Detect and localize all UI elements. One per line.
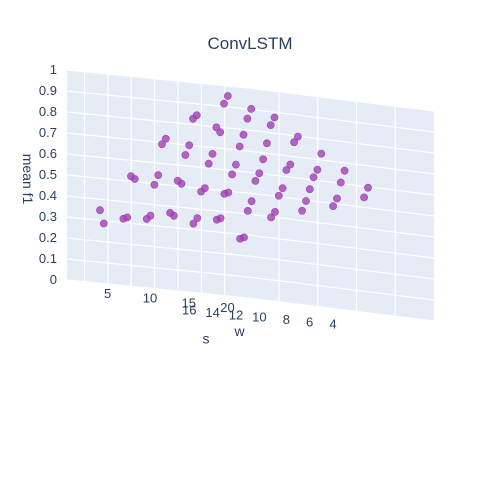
data-point [267, 213, 275, 222]
data-point [240, 233, 248, 242]
data-point [235, 142, 244, 151]
data-point [161, 134, 170, 143]
y-axis-title: w [233, 323, 245, 339]
data-point [239, 130, 248, 139]
z-tick-label: 0.7 [39, 125, 57, 140]
z-tick-label: 0 [50, 272, 57, 287]
data-point [243, 114, 252, 123]
data-point [220, 99, 228, 108]
gridline-y [84, 281, 271, 306]
z-tick-label: 0.4 [39, 188, 57, 203]
data-point [228, 170, 236, 179]
data-point [146, 211, 155, 220]
y-tick-label: 4 [329, 317, 336, 332]
data-point [154, 171, 163, 179]
z-tick-label: 0.5 [39, 167, 57, 182]
x-tick-label: 10 [143, 291, 157, 306]
data-point [360, 193, 368, 202]
markers-layer [96, 92, 372, 243]
data-point [192, 111, 201, 120]
z-tick-label: 0.8 [39, 104, 57, 119]
z-tick-label: 0.3 [39, 209, 57, 224]
data-point [262, 139, 271, 148]
data-point [99, 219, 108, 228]
y-tick-label: 12 [229, 307, 243, 322]
data-point [274, 191, 283, 200]
data-point [255, 169, 264, 178]
gridline-z [66, 69, 249, 89]
data-point [302, 197, 310, 205]
data-point [364, 183, 372, 192]
data-point [193, 214, 202, 222]
data-point [231, 160, 240, 169]
data-point [293, 132, 302, 141]
ticks-layer: 00.10.20.30.40.50.60.70.80.9146810121416… [39, 62, 337, 332]
x-axis-title: s [203, 331, 210, 347]
gridline-z [66, 216, 249, 236]
data-point [224, 188, 233, 197]
data-point [123, 213, 132, 222]
data-point [185, 141, 194, 150]
data-point [181, 151, 190, 159]
z-tick-label: 0.2 [39, 230, 57, 245]
data-point [313, 165, 322, 174]
y-tick-label: 10 [252, 310, 266, 325]
chart-title: ConvLSTM [207, 34, 293, 53]
data-point [150, 180, 159, 189]
data-point [158, 140, 166, 149]
z-tick-label: 0.1 [39, 251, 57, 266]
data-point [247, 197, 256, 206]
data-point [247, 105, 256, 113]
y-tick-label: 6 [306, 314, 313, 329]
data-point [270, 113, 279, 122]
data-point [266, 121, 275, 129]
data-point [290, 138, 298, 147]
data-point [216, 128, 225, 137]
x-tick-label: 15 [182, 295, 196, 310]
gridline-z [66, 132, 249, 152]
gridline-z [66, 153, 249, 173]
y-tick-label: 14 [205, 305, 219, 320]
x-tick-label: 5 [104, 286, 111, 301]
x-tick-label: 20 [220, 300, 234, 315]
data-point [278, 184, 287, 193]
z-tick-label: 1 [50, 62, 57, 77]
grid-layer [66, 69, 435, 322]
data-point [200, 184, 209, 192]
data-point [204, 159, 213, 168]
y-tick-label: 16 [182, 303, 196, 318]
data-point [333, 194, 341, 203]
gridline-z [66, 90, 249, 110]
data-point [177, 179, 186, 188]
data-point [251, 176, 260, 185]
gridline-z [66, 237, 249, 257]
data-point [282, 166, 291, 174]
data-point [243, 206, 252, 215]
data-point [309, 173, 318, 182]
data-point [329, 202, 337, 211]
z-tick-label: 0.6 [39, 146, 57, 161]
data-point [286, 160, 295, 169]
data-point [340, 166, 349, 175]
data-point [298, 206, 306, 215]
data-point [189, 219, 198, 228]
y-tick-label: 8 [283, 312, 290, 327]
data-point [96, 206, 104, 215]
gridline-z [66, 195, 249, 215]
z-axis-title: mean f1 [20, 154, 36, 205]
data-point [169, 211, 178, 220]
data-point [208, 149, 217, 158]
data-point [271, 207, 279, 216]
gridline-z [66, 258, 249, 278]
data-point [336, 178, 345, 187]
data-point [223, 92, 232, 100]
data-point [216, 214, 225, 223]
data-point [259, 155, 267, 164]
data-point [130, 175, 139, 183]
data-point [305, 185, 314, 194]
data-point [317, 149, 326, 158]
z-tick-label: 0.9 [39, 83, 57, 98]
